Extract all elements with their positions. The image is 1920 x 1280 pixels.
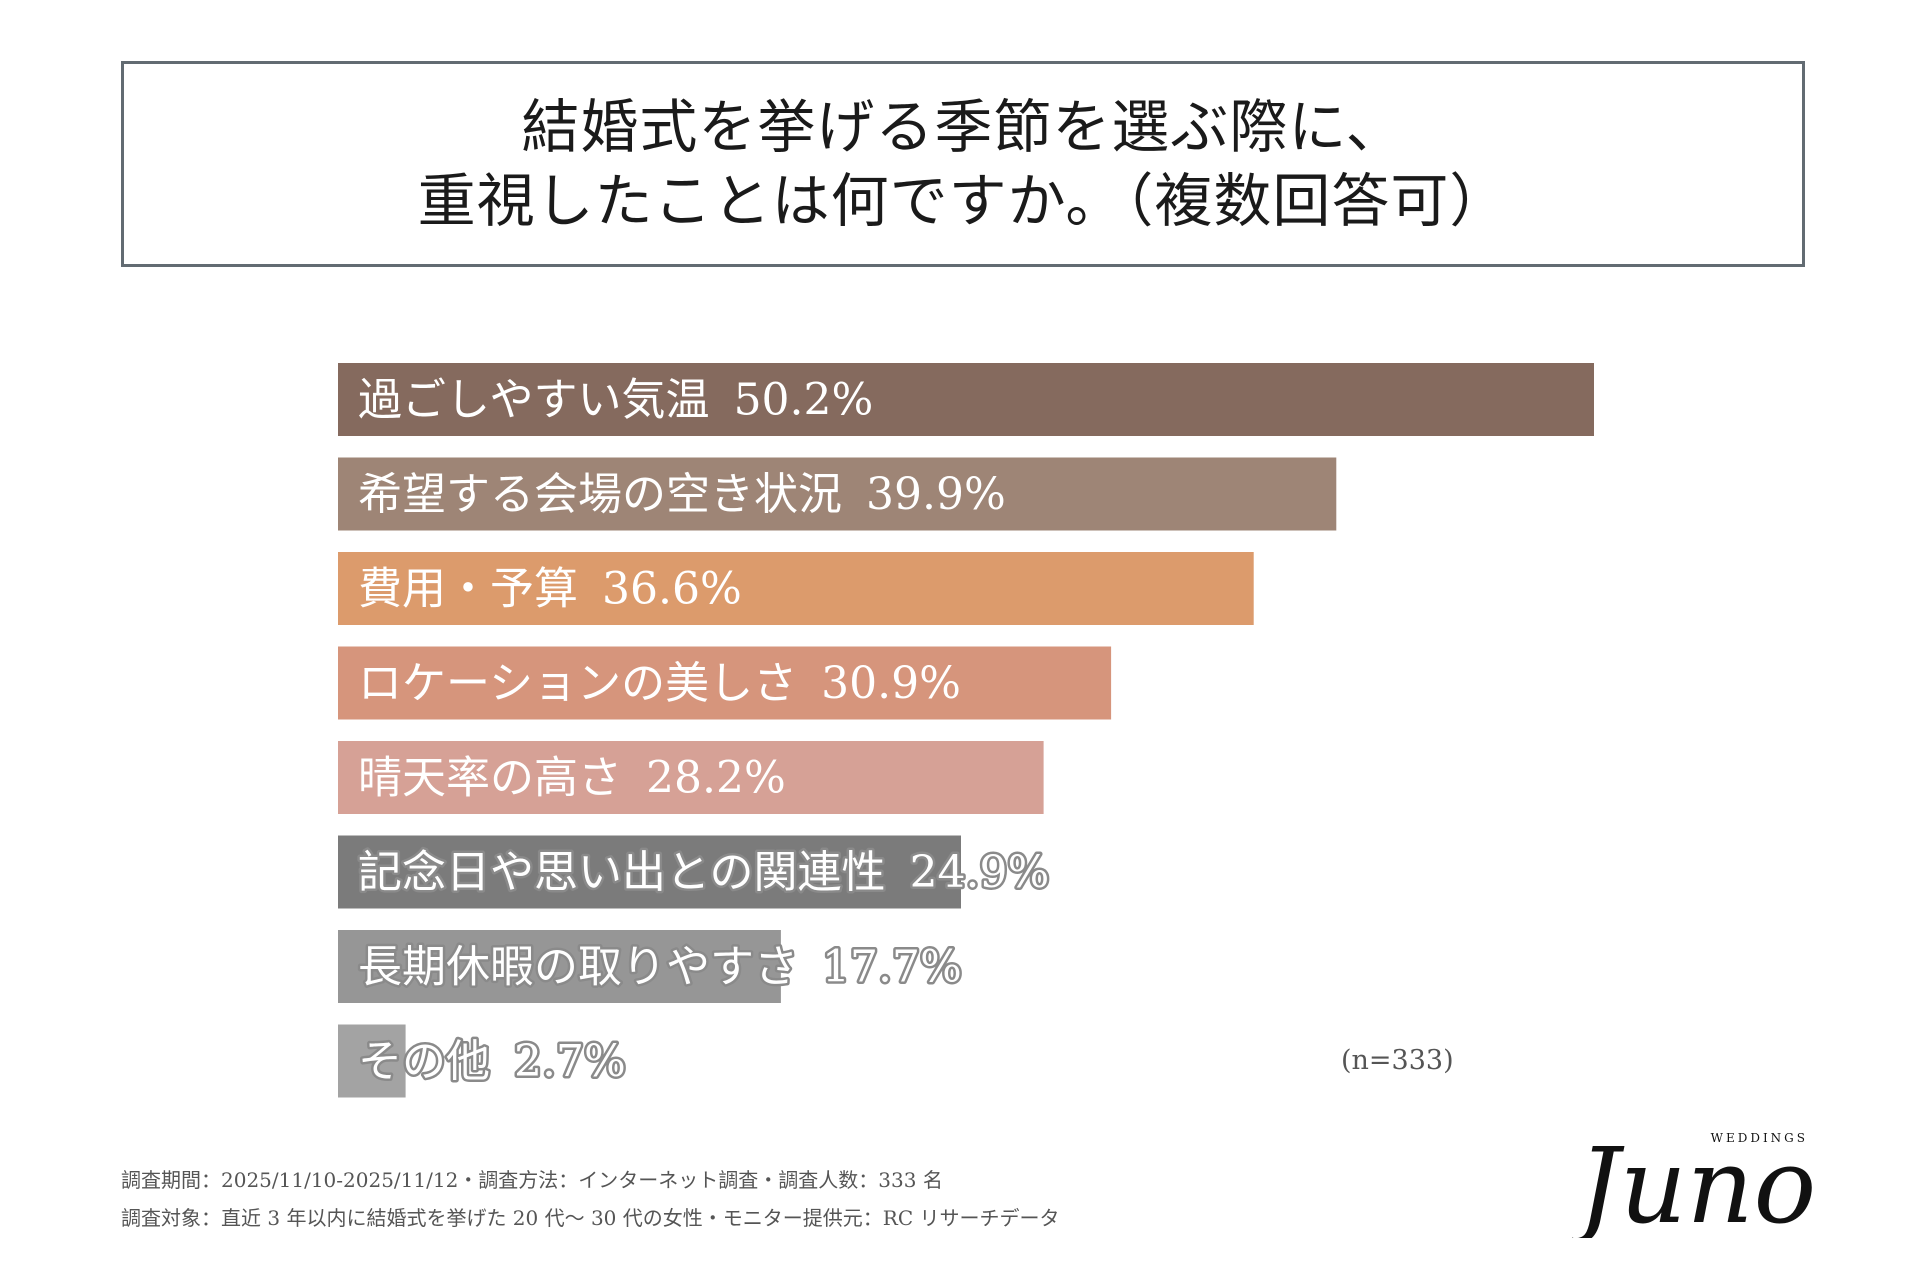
bar-label-2: 希望する会場の空き状況 39.9% [358, 469, 1006, 520]
bar-7 [338, 930, 781, 1003]
title-line-1: 結婚式を挙げる季節を選ぶ際に、 [521, 93, 1405, 161]
value-label: 2.7% [514, 1036, 626, 1087]
bar-label-5: 晴天率の高さ 28.2% [358, 752, 786, 803]
category-label: 希望する会場の空き状況 [358, 469, 842, 520]
bar-2 [338, 457, 1337, 531]
category-label: 記念日や思い出との関連性 [358, 847, 886, 898]
bar-4 [338, 646, 1112, 720]
bar-5 [338, 741, 1044, 814]
logo-subtext: WEDDINGS [1711, 1131, 1808, 1145]
category-label: 費用・予算 [358, 563, 578, 614]
title-box: 結婚式を挙げる季節を選ぶ際に、 重視したことは何ですか。（複数回答可） [121, 61, 1805, 267]
value-label: 24.9% [910, 847, 1050, 898]
value-label: 36.6% [602, 563, 742, 614]
bar-1 [338, 363, 1594, 436]
survey-period-note: 調査期間：2025/11/10-2025/11/12・調査方法：インターネット調… [121, 1168, 943, 1192]
bar-label-7: 長期休暇の取りやすさ 17.7% [358, 941, 962, 992]
category-label: 晴天率の高さ [358, 752, 622, 803]
bar-8 [338, 1024, 406, 1098]
bar-6 [338, 835, 961, 909]
value-label: 39.9% [866, 469, 1006, 520]
category-label: 長期休暇の取りやすさ [358, 941, 798, 992]
value-label: 17.7% [822, 941, 962, 992]
sample-size-note: (n=333) [1341, 1045, 1454, 1076]
bar-3 [338, 552, 1254, 625]
juno-weddings-logo: WEDDINGS Juno [1572, 1125, 1812, 1238]
title-line-2: 重視したことは何ですか。（複数回答可） [417, 167, 1509, 235]
value-label: 28.2% [646, 752, 786, 803]
bar-label-8: その他 2.7% [358, 1036, 626, 1087]
bar-label-1: 過ごしやすい気温 50.2% [358, 374, 873, 425]
survey-target-note: 調査対象：直近 3 年以内に結婚式を挙げた 20 代〜 30 代の女性・モニター… [121, 1206, 1060, 1230]
bar-label-3: 費用・予算 36.6% [358, 563, 742, 614]
category-label: ロケーションの美しさ [358, 658, 797, 709]
category-label: 過ごしやすい気温 [358, 374, 710, 425]
bar-label-4: ロケーションの美しさ 30.9% [358, 658, 961, 709]
logo-wordmark: Juno [1572, 1125, 1812, 1238]
value-label: 50.2% [734, 374, 874, 425]
category-label: その他 [358, 1036, 490, 1087]
value-label: 30.9% [821, 658, 961, 709]
bar-label-6: 記念日や思い出との関連性 24.9% [358, 847, 1049, 898]
